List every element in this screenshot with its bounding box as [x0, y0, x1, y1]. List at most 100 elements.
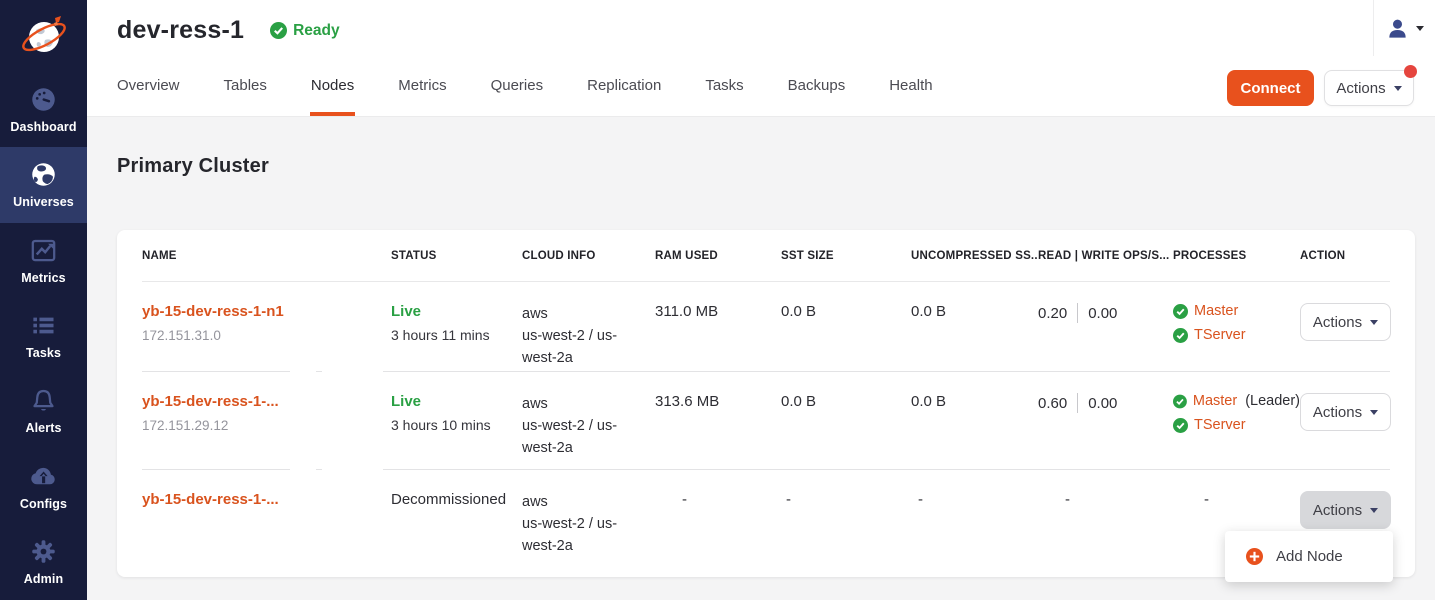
process-link[interactable]: Master — [1194, 303, 1239, 319]
sidebar-item-admin[interactable]: Admin — [0, 525, 87, 600]
column-header-ram-used[interactable]: RAM USED — [655, 249, 718, 262]
node-actions-button[interactable]: Actions — [1300, 303, 1391, 341]
list-icon — [33, 317, 54, 334]
universe-header: dev-ress-1 Ready Overview Tab — [87, 0, 1435, 117]
tab-replication[interactable]: Replication — [587, 55, 661, 116]
tab-label: Replication — [587, 77, 662, 94]
node-uptime: 3 hours 10 mins — [391, 417, 491, 433]
tab-label: Tasks — [705, 77, 744, 94]
yugabyte-logo[interactable] — [0, 0, 87, 72]
column-header-status[interactable]: STATUS — [391, 249, 437, 262]
tab-nodes[interactable]: Nodes — [309, 55, 356, 116]
plus-circle-icon — [1246, 548, 1263, 565]
chevron-down-icon — [1415, 25, 1424, 31]
sidebar-item-configs[interactable]: Configs — [0, 449, 87, 524]
sst-size: 0.0 B — [781, 303, 817, 320]
process-master: Master — [1173, 303, 1300, 319]
uncompressed-sst-size: 0.0 B — [911, 393, 947, 410]
table-row: yb-15-dev-ress-1-... Decommissioned aws … — [142, 470, 1391, 577]
menu-item-add-node[interactable]: Add Node — [1225, 546, 1393, 567]
sidebar-item-dashboard[interactable]: Dashboard — [0, 72, 87, 147]
tab-metrics[interactable]: Metrics — [398, 55, 446, 116]
actions-button-label: Actions — [1312, 403, 1363, 421]
column-header-action[interactable]: ACTION — [1300, 249, 1346, 262]
tab-backups[interactable]: Backups — [788, 55, 846, 116]
sidebar-item-label: Dashboard — [10, 119, 77, 134]
column-header-read-write-ops[interactable]: READ | WRITE OPS/S... — [1038, 249, 1170, 262]
cloud-provider: aws — [522, 396, 548, 412]
column-header-uncompressed-sst[interactable]: UNCOMPRESSED SS... — [911, 249, 1038, 262]
node-status: Decommissioned — [391, 491, 507, 508]
sst-size: 0.0 B — [781, 393, 817, 410]
sidebar-item-label: Universes — [13, 195, 74, 210]
tab-tasks[interactable]: Tasks — [705, 55, 743, 116]
node-name-link[interactable]: yb-15-dev-ress-1-... — [142, 491, 279, 508]
process-master: Master (Leader) — [1173, 393, 1300, 409]
sidebar-item-tasks[interactable]: Tasks — [0, 298, 87, 373]
node-ip: 172.151.29.12 — [142, 418, 229, 433]
chevron-down-icon — [1370, 409, 1379, 415]
tab-queries[interactable]: Queries — [491, 55, 544, 116]
tab-label: Overview — [117, 77, 180, 94]
write-ops: 0.00 — [1088, 394, 1118, 412]
user-menu[interactable] — [1373, 0, 1435, 56]
tab-health[interactable]: Health — [889, 55, 932, 116]
check-circle-icon — [1173, 303, 1188, 319]
cloud-provider: aws — [522, 494, 548, 510]
sidebar-item-label: Tasks — [25, 345, 61, 360]
connect-button[interactable]: Connect — [1227, 70, 1314, 106]
tab-label: Tables — [223, 77, 267, 94]
read-write-divider — [1077, 393, 1079, 413]
sidebar-item-label: Metrics — [21, 270, 66, 285]
sidebar: Dashboard Universes Metrics — [0, 0, 87, 600]
node-ip: 172.151.31.0 — [142, 328, 221, 343]
cloud-region: us-west-2 / us-west-2a — [522, 328, 618, 366]
column-header-cloud-info[interactable]: CLOUD INFO — [522, 249, 596, 262]
status-badge: Ready — [270, 22, 340, 40]
tab-label: Metrics — [398, 77, 447, 94]
process-suffix: (Leader) — [1245, 393, 1300, 409]
node-name-link[interactable]: yb-15-dev-ress-1-n1 — [142, 303, 284, 320]
table-row: yb-15-dev-ress-1-n1 172.151.31.0 Live 3 … — [142, 282, 1391, 372]
node-name-link[interactable]: yb-15-dev-ress-1-... — [142, 393, 279, 410]
process-tserver: TServer — [1173, 327, 1300, 343]
chart-icon — [31, 239, 56, 261]
tab-label: Nodes — [310, 77, 355, 94]
chevron-down-icon — [1370, 319, 1379, 325]
menu-item-label: Add Node — [1276, 548, 1343, 565]
universe-actions-button[interactable]: Actions — [1324, 65, 1417, 106]
table-header-row: NAME STATUS CLOUD INFO RAM USED SST SIZE… — [142, 230, 1390, 282]
universe-tabs: Overview Tables Nodes Metrics Queries Re… — [87, 55, 933, 116]
process-link[interactable]: TServer — [1194, 327, 1246, 343]
table-row: yb-15-dev-ress-1-... 172.151.29.12 Live … — [142, 372, 1391, 470]
sidebar-item-metrics[interactable]: Metrics — [0, 223, 87, 298]
uncompressed-sst-size: 0.0 B — [911, 303, 947, 320]
node-uptime: 3 hours 11 mins — [391, 327, 490, 343]
sidebar-item-universes[interactable]: Universes — [0, 147, 87, 223]
read-ops: 0.20 — [1038, 304, 1068, 322]
check-circle-icon — [1173, 327, 1188, 343]
column-header-sst-size[interactable]: SST SIZE — [781, 249, 834, 262]
node-actions-button[interactable]: Actions — [1300, 393, 1391, 431]
actions-button-label: Actions — [1336, 79, 1386, 97]
status-badge-label: Ready — [293, 21, 340, 39]
node-actions-menu: Add Node — [1225, 531, 1393, 582]
sidebar-item-label: Alerts — [25, 421, 62, 436]
sst-size: - — [786, 491, 791, 508]
processes-placeholder: - — [1204, 491, 1209, 508]
tab-overview[interactable]: Overview — [117, 55, 180, 116]
planet-rocket-logo-icon — [21, 16, 66, 52]
nodes-content: Primary Cluster NAME STATUS CLOUD INFO R… — [87, 117, 1435, 600]
tab-tables[interactable]: Tables — [224, 55, 267, 116]
column-header-processes[interactable]: PROCESSES — [1173, 249, 1247, 262]
process-link[interactable]: TServer — [1194, 417, 1246, 433]
sidebar-item-alerts[interactable]: Alerts — [0, 374, 87, 449]
process-link[interactable]: Master — [1192, 393, 1238, 409]
column-header-name[interactable]: NAME — [142, 249, 177, 262]
node-status: Live — [391, 393, 422, 410]
tab-label: Health — [889, 77, 933, 94]
node-status: Live — [391, 303, 422, 320]
process-tserver: TServer — [1173, 417, 1300, 433]
node-actions-button-open[interactable]: Actions — [1300, 491, 1391, 529]
